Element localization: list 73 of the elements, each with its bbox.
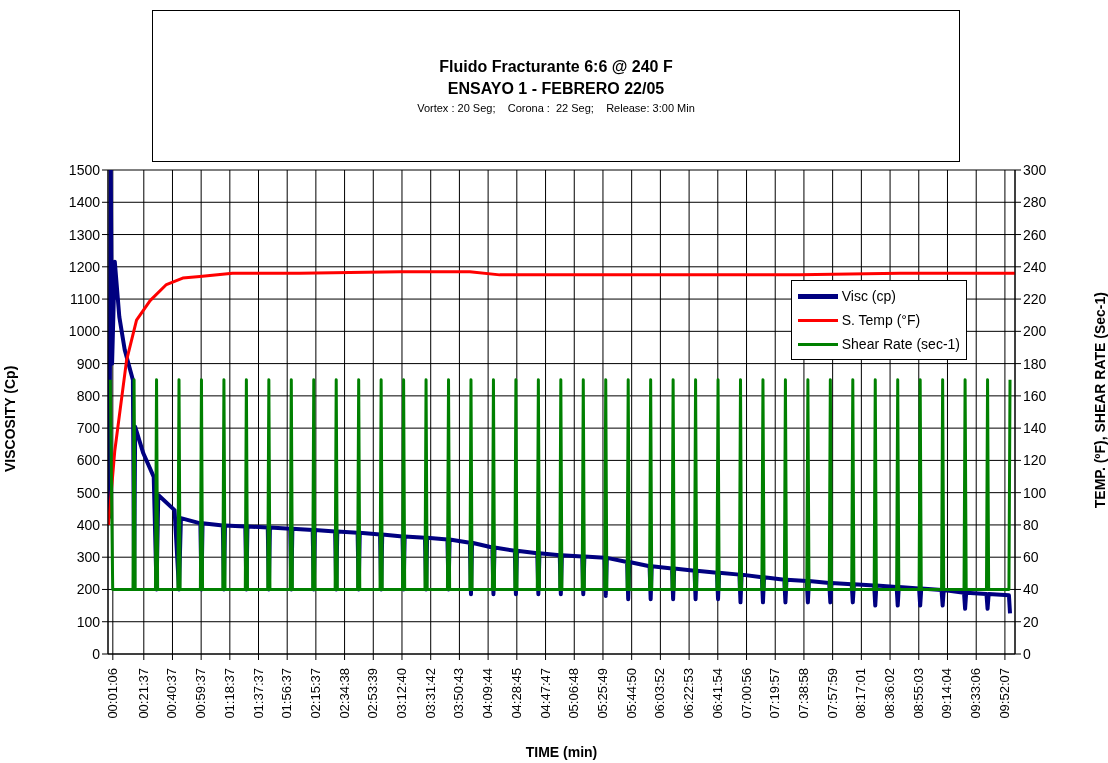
x-tick-label: 08:17:01 <box>853 668 869 719</box>
x-tick-label: 07:19:57 <box>767 668 783 719</box>
x-tick-label: 04:28:45 <box>508 668 524 719</box>
x-tick-label: 07:57:59 <box>824 668 840 719</box>
y2-tick-label: 200 <box>1023 323 1047 340</box>
y2-tick-label: 100 <box>1023 484 1047 501</box>
x-tick-label: 01:37:37 <box>250 668 266 719</box>
chart-title: Fluido Fracturante 6:6 @ 240 F <box>439 58 673 76</box>
x-tick-label: 03:50:43 <box>451 668 467 719</box>
y2-tick-label: 20 <box>1023 613 1039 630</box>
y-tick-label: 800 <box>76 387 101 404</box>
y-tick-label: 600 <box>76 452 101 469</box>
y-tick-label: 1100 <box>69 291 101 308</box>
y2-tick-label: 40 <box>1023 581 1039 598</box>
y2-tick-label: 160 <box>1023 387 1047 404</box>
y2-tick-label: 280 <box>1023 194 1047 211</box>
x-tick-label: 00:40:37 <box>164 668 180 719</box>
x-tick-label: 06:03:52 <box>652 668 668 719</box>
x-tick-label: 06:41:54 <box>709 668 725 719</box>
y2-tick-label: 0 <box>1023 645 1031 662</box>
y2-tick-label: 140 <box>1023 420 1047 437</box>
y-tick-label: 500 <box>76 484 101 501</box>
chart-subtitle: ENSAYO 1 - FEBRERO 22/05 <box>447 80 665 98</box>
x-tick-label: 04:47:47 <box>537 668 553 719</box>
x-tick-label: 00:01:06 <box>104 668 120 719</box>
x-tick-label: 02:34:38 <box>336 668 352 719</box>
legend-label: Visc (cp) <box>841 288 896 304</box>
y2-tick-label: 60 <box>1023 549 1039 566</box>
y-tick-label: 400 <box>76 516 101 533</box>
x-tick-label: 04:09:44 <box>480 668 496 719</box>
x-tick-label: 03:31:42 <box>422 668 438 719</box>
y-tick-label: 1500 <box>68 161 101 178</box>
x-tick-label: 06:22:53 <box>681 668 697 719</box>
y-tick-label: 0 <box>92 645 101 662</box>
y2-axis-title: TEMP. (ºF), SHEAR RATE (Sec-1) <box>1091 292 1108 509</box>
text: Vortex : 20 Seg; Corona : 22 Seg; Release: 3:00 Min <box>417 102 695 114</box>
x-tick-label: 08:55:03 <box>910 668 926 719</box>
y-tick-label: 700 <box>76 420 101 437</box>
y2-tick-label: 180 <box>1023 355 1047 372</box>
y2-tick-label: 240 <box>1023 258 1047 275</box>
y-tick-label: 1400 <box>68 194 101 211</box>
x-tick-label: 01:56:37 <box>279 668 295 719</box>
y-axis-title: VISCOSITY (Cp) <box>1 365 18 472</box>
x-tick-label: 01:18:37 <box>221 668 237 719</box>
x-tick-label: 00:59:37 <box>193 668 209 719</box>
x-tick-label: 08:36:02 <box>882 668 898 719</box>
y-tick-label: 900 <box>76 355 101 372</box>
legend-label: Shear Rate (sec-1) <box>841 336 960 352</box>
x-tick-label: 07:00:56 <box>738 668 754 719</box>
y-tick-label: 300 <box>76 549 101 566</box>
x-tick-label: 05:25:49 <box>594 668 610 719</box>
y2-tick-label: 120 <box>1023 452 1047 469</box>
x-tick-label: 09:33:06 <box>968 668 984 719</box>
y2-tick-label: 220 <box>1023 291 1047 308</box>
x-axis-title: TIME (min) <box>525 744 598 760</box>
x-tick-label: 05:06:48 <box>566 668 582 719</box>
y-tick-label: 1200 <box>68 258 101 275</box>
x-tick-label: 00:21:37 <box>135 668 151 719</box>
y-tick-label: 100 <box>76 613 101 630</box>
x-tick-label: 05:44:50 <box>623 668 639 719</box>
x-tick-label: 02:53:39 <box>365 668 381 719</box>
x-tick-label: 02:15:37 <box>307 668 323 719</box>
x-tick-label: 09:52:07 <box>996 668 1012 719</box>
legend-label: S. Temp (°F) <box>841 312 921 328</box>
y-tick-label: 1300 <box>68 226 101 243</box>
x-tick-label: 09:14:04 <box>939 668 955 719</box>
x-tick-label: 07:38:58 <box>795 668 811 719</box>
x-tick-label: 03:12:40 <box>393 668 409 719</box>
y2-tick-label: 300 <box>1023 161 1047 178</box>
y2-tick-label: 260 <box>1023 226 1047 243</box>
y-tick-label: 1000 <box>68 323 101 340</box>
y2-tick-label: 80 <box>1023 516 1039 533</box>
y-tick-label: 200 <box>76 581 101 598</box>
